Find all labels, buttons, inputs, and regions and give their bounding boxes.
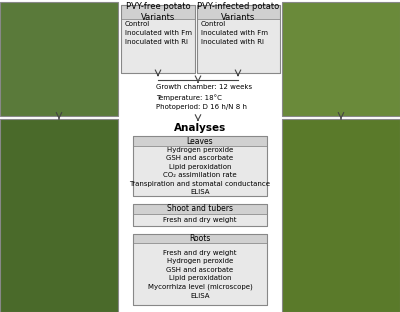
FancyBboxPatch shape: [133, 214, 267, 226]
FancyBboxPatch shape: [133, 233, 267, 243]
FancyBboxPatch shape: [0, 2, 118, 116]
Text: Shoot and tubers: Shoot and tubers: [167, 204, 233, 213]
Text: Control
Inoculated with Fm
Inoculated with Ri: Control Inoculated with Fm Inoculated wi…: [201, 21, 268, 45]
FancyBboxPatch shape: [121, 5, 195, 19]
FancyBboxPatch shape: [197, 19, 280, 73]
FancyBboxPatch shape: [133, 136, 267, 146]
FancyBboxPatch shape: [282, 2, 400, 116]
FancyBboxPatch shape: [197, 5, 280, 19]
FancyBboxPatch shape: [133, 146, 267, 196]
Text: Fresh and dry weight: Fresh and dry weight: [163, 217, 237, 222]
Text: PVY-free potato
Variants: PVY-free potato Variants: [126, 2, 190, 22]
FancyBboxPatch shape: [121, 19, 195, 73]
FancyBboxPatch shape: [282, 119, 400, 312]
Text: Fresh and dry weight
Hydrogen peroxide
GSH and ascorbate
Lipid peroxidation
Myco: Fresh and dry weight Hydrogen peroxide G…: [148, 250, 252, 299]
Text: PVY-infected potato
Variants: PVY-infected potato Variants: [197, 2, 280, 22]
Text: Roots: Roots: [189, 234, 211, 243]
FancyBboxPatch shape: [133, 243, 267, 305]
Text: Analyses: Analyses: [174, 123, 226, 133]
Text: Hydrogen peroxide
GSH and ascorbate
Lipid peroxidation
CO₂ assimilation rate
Tra: Hydrogen peroxide GSH and ascorbate Lipi…: [130, 147, 270, 195]
Text: Control
Inoculated with Fm
Inoculated with Ri: Control Inoculated with Fm Inoculated wi…: [125, 21, 192, 45]
FancyBboxPatch shape: [0, 119, 118, 312]
FancyBboxPatch shape: [133, 204, 267, 214]
Text: Growth chamber: 12 weeks
Temperature: 18°C
Photoperiod: D 16 h/N 8 h: Growth chamber: 12 weeks Temperature: 18…: [156, 85, 252, 110]
Text: Leaves: Leaves: [187, 137, 213, 146]
